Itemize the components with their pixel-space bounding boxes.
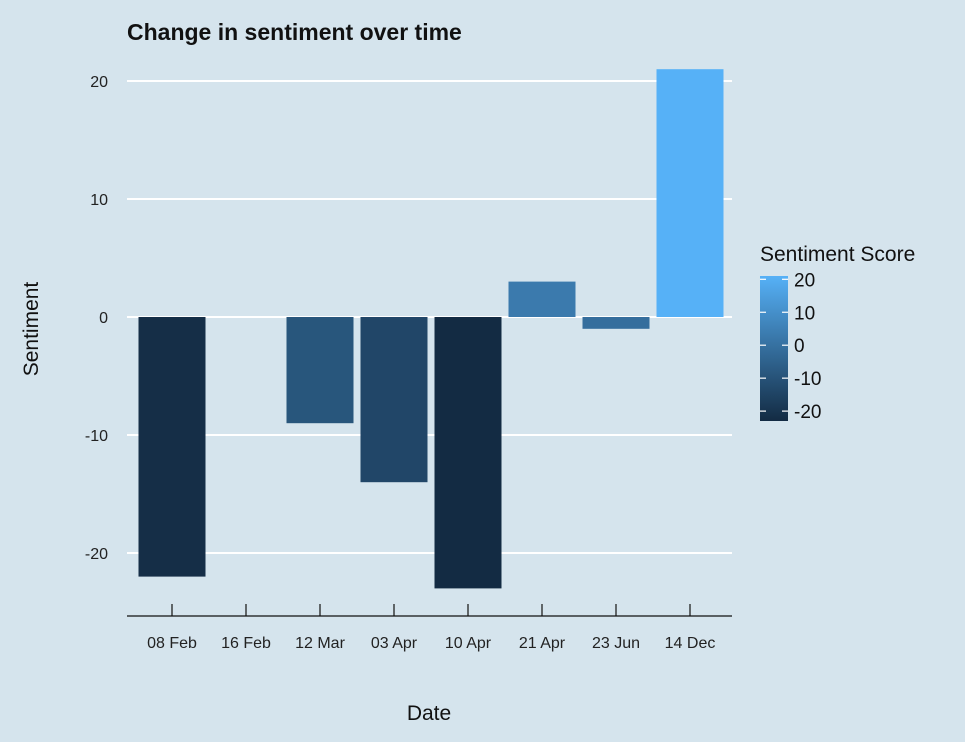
bar bbox=[286, 317, 354, 424]
x-tick-label: 08 Feb bbox=[147, 635, 197, 652]
y-tick-label: -10 bbox=[85, 428, 108, 445]
bar bbox=[508, 281, 576, 317]
bar bbox=[138, 317, 206, 577]
legend-ticks: 20 10 0 -10 -20 bbox=[760, 270, 821, 423]
legend-tick-label: 0 bbox=[794, 336, 805, 357]
x-axis-title: Date bbox=[407, 702, 451, 725]
x-tick-label: 23 Jun bbox=[592, 635, 640, 652]
bar bbox=[360, 317, 428, 483]
legend-tick-label: 10 bbox=[794, 303, 815, 324]
legend-tick-label: -10 bbox=[794, 369, 821, 390]
bars bbox=[138, 69, 724, 589]
x-axis-ticks: 08 Feb 16 Feb 12 Mar 03 Apr 10 Apr 21 Apr 23 J… bbox=[147, 604, 715, 652]
x-tick-label: 10 Apr bbox=[445, 635, 492, 652]
x-tick-label: 12 Mar bbox=[295, 635, 345, 652]
gridlines bbox=[127, 80, 732, 554]
y-tick-label: 20 bbox=[90, 74, 108, 91]
bar bbox=[656, 69, 724, 317]
legend-title: Sentiment Score bbox=[760, 243, 915, 266]
chart-title: Change in sentiment over time bbox=[127, 19, 462, 45]
bar bbox=[582, 317, 650, 329]
bar bbox=[434, 317, 502, 589]
legend-tick-label: 20 bbox=[794, 270, 815, 291]
y-axis-ticks: -20 -10 0 10 20 bbox=[85, 74, 108, 563]
x-tick-label: 14 Dec bbox=[665, 635, 716, 652]
legend-colorbar bbox=[760, 276, 788, 421]
legend: Sentiment Score 20 10 0 -10 -20 bbox=[760, 243, 915, 423]
legend-tick-label: -20 bbox=[794, 402, 821, 423]
x-tick-label: 16 Feb bbox=[221, 635, 271, 652]
y-tick-label: -20 bbox=[85, 546, 108, 563]
y-tick-label: 10 bbox=[90, 192, 108, 209]
x-tick-label: 21 Apr bbox=[519, 635, 566, 652]
y-tick-label: 0 bbox=[99, 310, 108, 327]
y-axis-title: Sentiment bbox=[20, 282, 43, 377]
x-tick-label: 03 Apr bbox=[371, 635, 418, 652]
